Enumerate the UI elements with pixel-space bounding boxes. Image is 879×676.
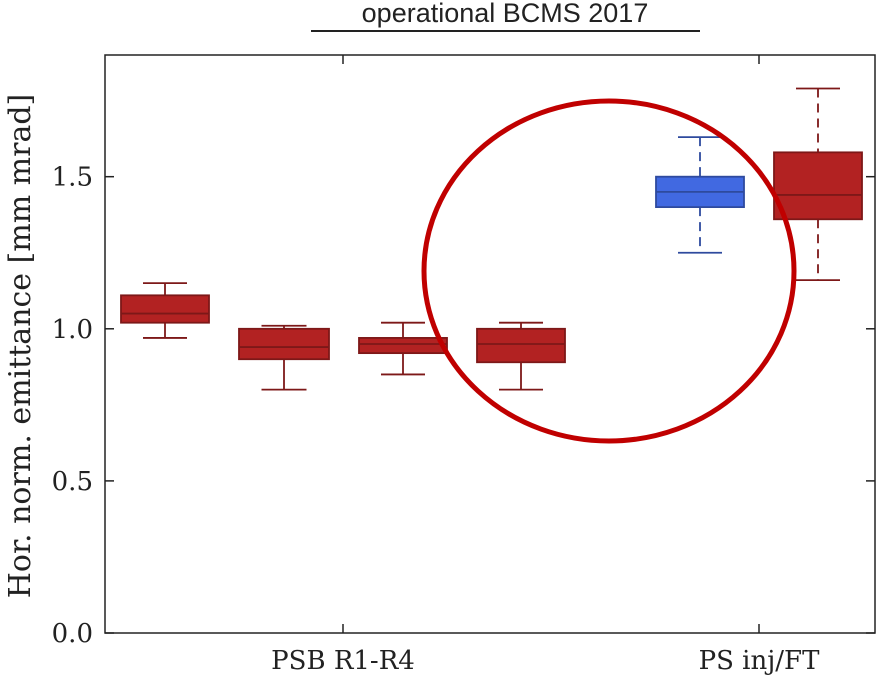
box-5	[655, 136, 745, 254]
highlight-circle	[421, 98, 797, 444]
box-3	[358, 321, 448, 376]
box-body	[773, 151, 863, 221]
box-body	[358, 337, 448, 355]
box-1	[120, 282, 210, 339]
x-tick-label: PSB R1-R4	[271, 646, 415, 676]
plot-frame	[104, 54, 876, 634]
y-axis-ticks: 0.0 0.5 1.0 1.5	[52, 163, 875, 649]
x-axis-ticks: PSB R1-R4 PS inj/FT	[271, 55, 820, 676]
x-tick-label: PS inj/FT	[699, 646, 820, 676]
box-body	[476, 327, 566, 364]
box-6	[773, 87, 863, 282]
box-4	[476, 321, 566, 391]
chart-title: operational BCMS 2017	[362, 0, 649, 28]
box-body	[238, 327, 330, 361]
box-2	[238, 324, 330, 391]
y-tick-label: 0.5	[52, 467, 93, 497]
box-body	[120, 294, 210, 324]
box-series	[120, 87, 863, 391]
y-tick-label: 1.0	[52, 315, 93, 345]
y-tick-label: 1.5	[52, 163, 93, 193]
y-tick-label: 0.0	[52, 619, 93, 649]
y-axis-label: Hor. norm. emittance [mm mrad]	[3, 94, 38, 599]
